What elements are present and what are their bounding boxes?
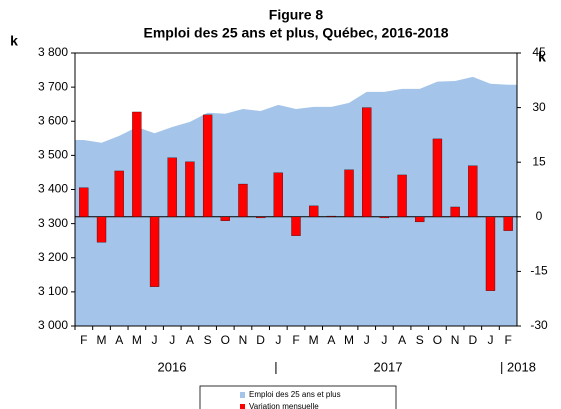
x-tick-label: J	[275, 333, 281, 347]
y-tick-label: 3 800	[38, 45, 68, 59]
bar	[149, 216, 160, 287]
y-tick-label: 3 000	[38, 318, 68, 332]
y2-tick-label: -30	[530, 318, 548, 332]
bar	[450, 206, 460, 217]
x-tick-label: J	[169, 333, 175, 347]
y-tick-label: 3 700	[38, 79, 68, 93]
bar	[167, 157, 177, 217]
bar	[79, 187, 89, 217]
legend-box	[199, 385, 397, 409]
x-tick-label: A	[398, 333, 406, 347]
y2-tick-label: 45	[532, 45, 546, 59]
bar	[291, 216, 301, 236]
x-tick-label: A	[327, 333, 335, 347]
y-tick-label: 3 600	[38, 113, 68, 127]
x-tick-label: M	[309, 333, 319, 347]
x-group-label: 2016	[158, 359, 187, 374]
x-tick-label: M	[344, 333, 354, 347]
bar	[379, 216, 390, 219]
x-tick-label: J	[364, 333, 370, 347]
x-tick-label: S	[416, 333, 424, 347]
bar	[255, 216, 266, 219]
bar	[220, 216, 230, 221]
y-tick-label: 3 400	[38, 182, 68, 196]
bar	[362, 107, 372, 217]
y-tick-label: 3 100	[38, 284, 68, 298]
y-tick-label: 3 500	[38, 148, 68, 162]
x-tick-label: N	[451, 333, 460, 347]
bar	[468, 165, 478, 217]
x-tick-label: J	[152, 333, 158, 347]
legend-swatch	[240, 404, 245, 409]
bar	[503, 216, 513, 231]
x-tick-label: D	[468, 333, 477, 347]
x-tick-label: F	[292, 333, 299, 347]
legend-label: Emploi des 25 ans et plus	[249, 390, 341, 399]
y2-tick-label: 15	[532, 154, 546, 168]
bar	[485, 216, 496, 291]
x-tick-label: J	[381, 333, 387, 347]
y-axis-label: k	[10, 33, 18, 49]
bar	[132, 111, 142, 217]
x-tick-label: O	[221, 333, 230, 347]
bar	[432, 138, 443, 217]
x-tick-label: M	[97, 333, 107, 347]
y2-tick-label: -15	[530, 264, 548, 278]
legend-label: Variation mensuelle	[249, 402, 319, 409]
y-tick-label: 3 300	[38, 216, 68, 230]
y2-tick-label: 30	[532, 100, 546, 114]
area	[75, 76, 517, 326]
bar	[96, 216, 107, 243]
bar	[397, 174, 407, 217]
y-tick-label: 3 200	[38, 250, 68, 264]
x-tick-label: F	[504, 333, 511, 347]
chart-subtitle: Emploi des 25 ans et plus, Québec, 2016-…	[143, 25, 448, 41]
bar	[273, 172, 283, 217]
bar	[326, 215, 337, 217]
y2-tick-label: 0	[536, 209, 543, 223]
x-tick-label: F	[80, 333, 87, 347]
x-tick-label: A	[186, 333, 194, 347]
x-group-label: | 2018	[500, 359, 536, 374]
bar	[114, 170, 124, 217]
legend-swatch	[240, 392, 245, 398]
x-tick-label: N	[239, 333, 248, 347]
x-tick-label: S	[204, 333, 212, 347]
x-group-label: 2017	[374, 359, 403, 374]
x-tick-label: D	[256, 333, 265, 347]
bar	[309, 205, 319, 217]
bar	[202, 114, 213, 217]
x-tick-label: M	[132, 333, 142, 347]
bar	[185, 161, 195, 217]
bar	[344, 169, 354, 217]
x-group-label: |	[274, 359, 277, 374]
bar	[238, 183, 248, 217]
x-tick-label: O	[433, 333, 442, 347]
x-tick-label: A	[115, 333, 123, 347]
bar	[415, 216, 425, 223]
x-tick-label: J	[487, 333, 493, 347]
chart-title: Figure 8	[269, 7, 324, 23]
y2-axis-label: k	[538, 49, 546, 65]
